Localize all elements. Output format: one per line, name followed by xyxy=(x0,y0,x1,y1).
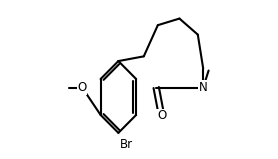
Text: N: N xyxy=(199,81,208,94)
Text: Br: Br xyxy=(120,138,133,151)
Text: O: O xyxy=(157,109,166,122)
Text: O: O xyxy=(78,81,87,94)
